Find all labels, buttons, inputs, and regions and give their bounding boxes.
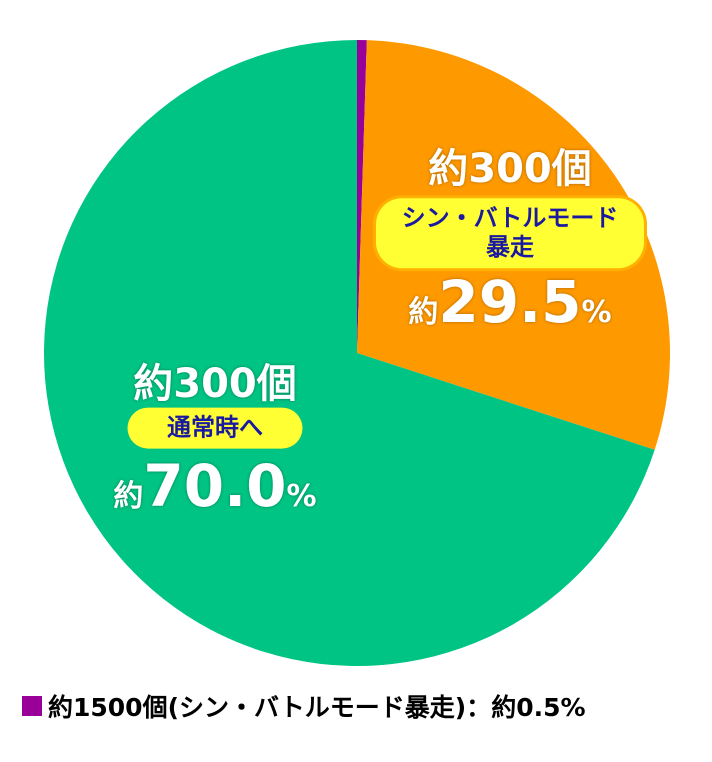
value-label: 約29.5% xyxy=(408,268,612,336)
payout-label: 約300個 xyxy=(133,361,297,407)
pie-slice xyxy=(43,40,655,666)
legend: 約1500個(シン・バトルモード暴走)： 約0.5% xyxy=(22,688,586,724)
category-badge: 通常時へ xyxy=(127,407,303,449)
pie xyxy=(43,40,670,666)
legend-label: 約1500個(シン・バトルモード暴走)： xyxy=(48,693,492,722)
legend-value: 約0.5% xyxy=(491,693,586,722)
value-label: 約70.0% xyxy=(113,452,317,520)
pie-slice xyxy=(357,40,367,353)
category-badge: シン・バトルモード暴走 xyxy=(376,198,644,268)
payout-label: 約300個 xyxy=(428,146,592,192)
legend-swatch xyxy=(22,696,42,716)
